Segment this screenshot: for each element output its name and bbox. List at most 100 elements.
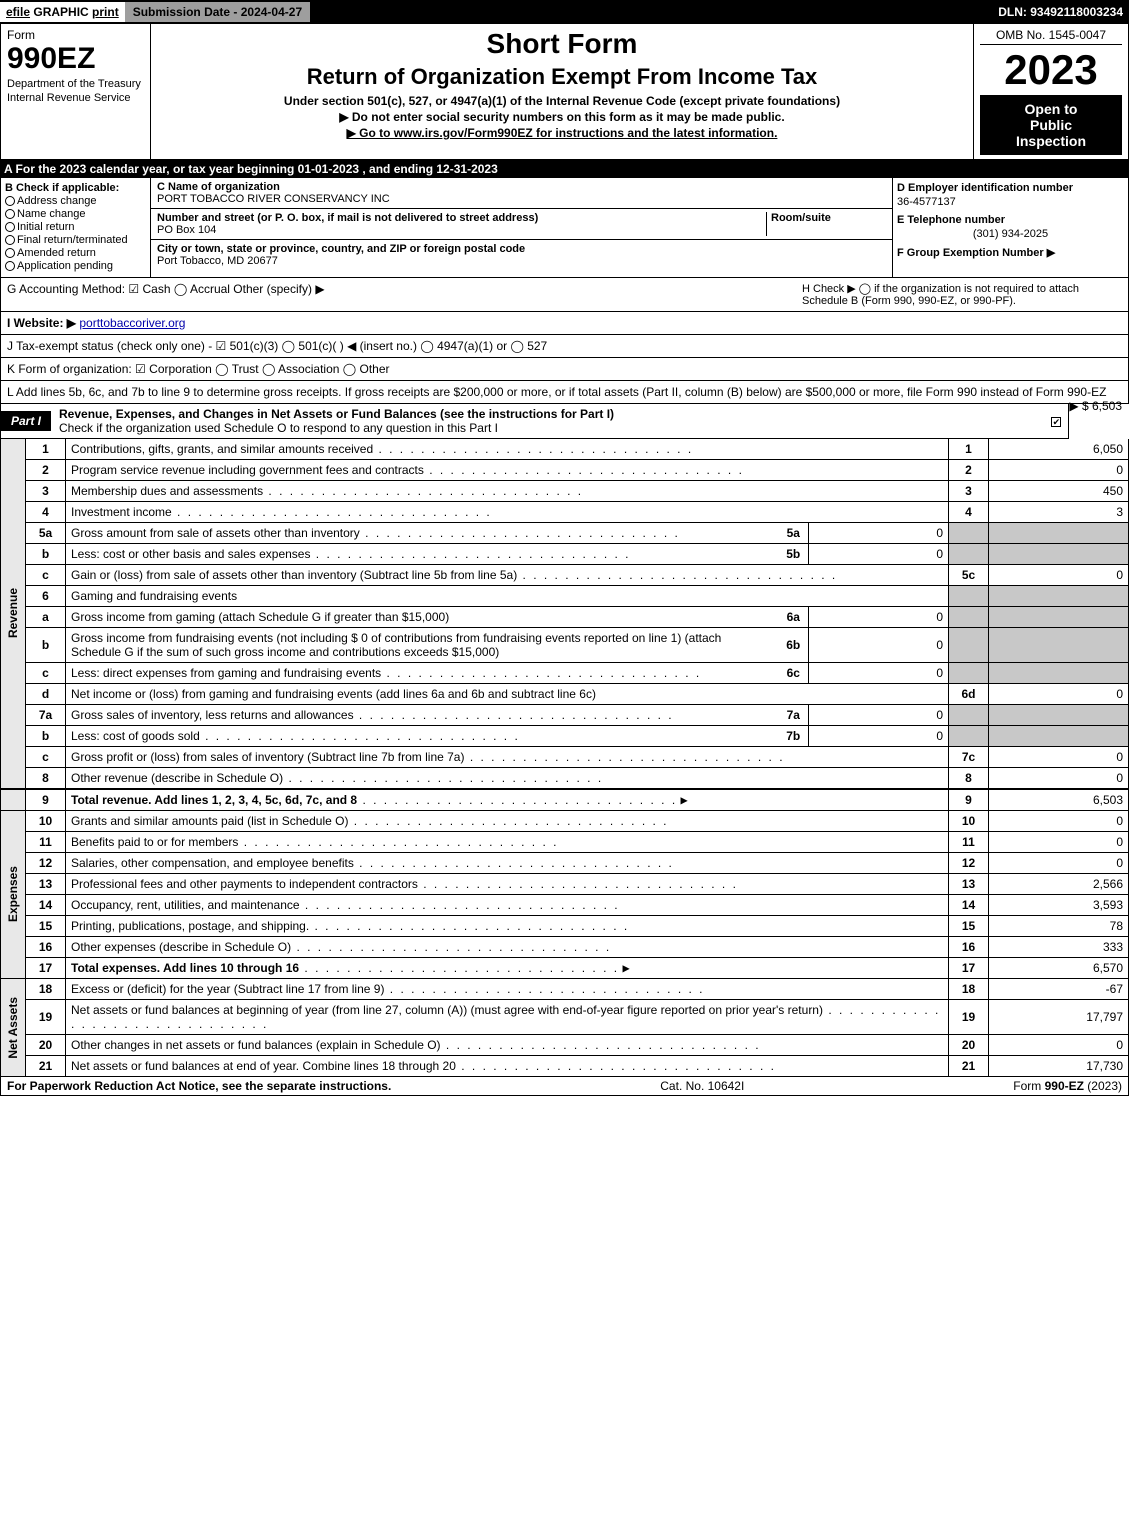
line-num: c: [26, 747, 66, 768]
sub-label: 6c: [779, 663, 809, 684]
line-desc: Net assets or fund balances at end of ye…: [66, 1056, 949, 1077]
line-rn: 1: [949, 439, 989, 460]
line-num: 19: [26, 1000, 66, 1035]
sub-label: 6a: [779, 607, 809, 628]
chk-final-return[interactable]: Final return/terminated: [5, 234, 146, 246]
line-rn: 4: [949, 502, 989, 523]
table-row: 15Printing, publications, postage, and s…: [1, 916, 1129, 937]
formref-post: (2023): [1084, 1079, 1122, 1093]
sub-amt: 0: [809, 607, 949, 628]
section-b: B Check if applicable: Address change Na…: [1, 178, 151, 277]
line-desc: Grants and similar amounts paid (list in…: [66, 811, 949, 832]
section-l: L Add lines 5b, 6c, and 7b to line 9 to …: [0, 381, 1129, 404]
c-street-label: Number and street (or P. O. box, if mail…: [157, 212, 766, 224]
section-i: I Website: ▶ porttobaccoriver.org: [0, 312, 1129, 335]
line-rn: 18: [949, 979, 989, 1000]
d-label: D Employer identification number: [897, 182, 1124, 194]
line-desc: Net income or (loss) from gaming and fun…: [66, 684, 949, 705]
line-desc: Printing, publications, postage, and shi…: [66, 916, 949, 937]
i-label: I Website: ▶: [7, 316, 76, 330]
chk-address-change[interactable]: Address change: [5, 195, 146, 207]
line-num: 21: [26, 1056, 66, 1077]
line-rn: 11: [949, 832, 989, 853]
gray-cell: [949, 705, 989, 726]
print-anchor[interactable]: print: [92, 5, 119, 19]
efile-anchor[interactable]: efile: [6, 5, 30, 19]
line-desc: Gaming and fundraising events: [66, 586, 949, 607]
part1-header: Part I Revenue, Expenses, and Changes in…: [0, 404, 1069, 439]
line-amt: 0: [989, 811, 1129, 832]
chk-pending[interactable]: Application pending: [5, 260, 146, 272]
table-row: Expenses 10 Grants and similar amounts p…: [1, 811, 1129, 832]
sub-label: 7b: [779, 726, 809, 747]
sub-amt: 0: [809, 544, 949, 565]
expenses-table: Expenses 10 Grants and similar amounts p…: [0, 811, 1129, 979]
chk-initial-return[interactable]: Initial return: [5, 221, 146, 233]
line-desc: Gross profit or (loss) from sales of inv…: [66, 747, 949, 768]
l-amount: ▶ $ 6,503: [1069, 399, 1122, 413]
l-text: L Add lines 5b, 6c, and 7b to line 9 to …: [7, 385, 1106, 399]
e-label: E Telephone number: [897, 214, 1124, 226]
line-num: 7a: [26, 705, 66, 726]
section-a: A For the 2023 calendar year, or tax yea…: [0, 160, 1129, 178]
chk-name-change[interactable]: Name change: [5, 208, 146, 220]
sub-label: 5b: [779, 544, 809, 565]
line-num: 15: [26, 916, 66, 937]
line-rn: 3: [949, 481, 989, 502]
line-rn: 14: [949, 895, 989, 916]
line-desc: Total expenses. Add lines 10 through 16 …: [66, 958, 949, 979]
netassets-label: Net Assets: [1, 979, 26, 1077]
c-city-row: City or town, state or province, country…: [151, 240, 892, 270]
b-label: B Check if applicable:: [5, 182, 146, 194]
table-row: Revenue 1 Contributions, gifts, grants, …: [1, 439, 1129, 460]
opt-final: Final return/terminated: [17, 234, 128, 246]
line-amt: 17,730: [989, 1056, 1129, 1077]
line-desc: Contributions, gifts, grants, and simila…: [66, 439, 949, 460]
line-amt: 6,570: [989, 958, 1129, 979]
table-row: 17Total expenses. Add lines 10 through 1…: [1, 958, 1129, 979]
top-bar: efile GRAPHIC print Submission Date - 20…: [0, 0, 1129, 24]
table-row: 14Occupancy, rent, utilities, and mainte…: [1, 895, 1129, 916]
c-name-row: C Name of organization PORT TOBACCO RIVE…: [151, 178, 892, 209]
line-rn: 15: [949, 916, 989, 937]
line-num: d: [26, 684, 66, 705]
chk-amended[interactable]: Amended return: [5, 247, 146, 259]
part1-title-text: Revenue, Expenses, and Changes in Net As…: [59, 407, 614, 421]
line-rn: 17: [949, 958, 989, 979]
org-street: PO Box 104: [157, 224, 766, 236]
efile-link[interactable]: efile GRAPHIC print: [0, 2, 125, 22]
table-row: d Net income or (loss) from gaming and f…: [1, 684, 1129, 705]
line-rn: 20: [949, 1035, 989, 1056]
gray-cell: [989, 663, 1129, 684]
c-name-label: C Name of organization: [157, 181, 886, 193]
line-num: c: [26, 565, 66, 586]
line-rn: 12: [949, 853, 989, 874]
revenue-label: Revenue: [1, 439, 26, 789]
line-desc: Less: cost or other basis and sales expe…: [66, 544, 779, 565]
form-ref: Form 990-EZ (2023): [1013, 1079, 1122, 1093]
line-num: b: [26, 628, 66, 663]
part1-check[interactable]: ✔: [1044, 414, 1068, 428]
main-title: Return of Organization Exempt From Incom…: [157, 64, 967, 90]
part1-subtitle: Check if the organization used Schedule …: [59, 421, 498, 435]
website-link[interactable]: porttobaccoriver.org: [79, 316, 185, 330]
line-desc: Salaries, other compensation, and employ…: [66, 853, 949, 874]
room-label: Room/suite: [771, 212, 886, 224]
table-row: 5a Gross amount from sale of assets othe…: [1, 523, 1129, 544]
table-row: 20Other changes in net assets or fund ba…: [1, 1035, 1129, 1056]
line-num: 8: [26, 768, 66, 790]
line-desc: Gain or (loss) from sale of assets other…: [66, 565, 949, 586]
line-num: 3: [26, 481, 66, 502]
g-text: G Accounting Method: ☑ Cash ◯ Accrual Ot…: [7, 282, 762, 307]
line-desc: Net assets or fund balances at beginning…: [66, 1000, 949, 1035]
goto-link-text[interactable]: ▶ Go to www.irs.gov/Form990EZ for instru…: [347, 126, 778, 140]
line-num: 20: [26, 1035, 66, 1056]
section-c: C Name of organization PORT TOBACCO RIVE…: [151, 178, 893, 277]
section-g-h: G Accounting Method: ☑ Cash ◯ Accrual Ot…: [0, 278, 1129, 312]
table-row: b Less: cost of goods sold 7b 0: [1, 726, 1129, 747]
gray-cell: [989, 523, 1129, 544]
goto-link[interactable]: ▶ Go to www.irs.gov/Form990EZ for instru…: [157, 126, 967, 140]
line-amt: 3: [989, 502, 1129, 523]
table-row: 9 Total revenue. Add lines 1, 2, 3, 4, 5…: [1, 789, 1129, 811]
part1-title: Revenue, Expenses, and Changes in Net As…: [51, 404, 1044, 438]
